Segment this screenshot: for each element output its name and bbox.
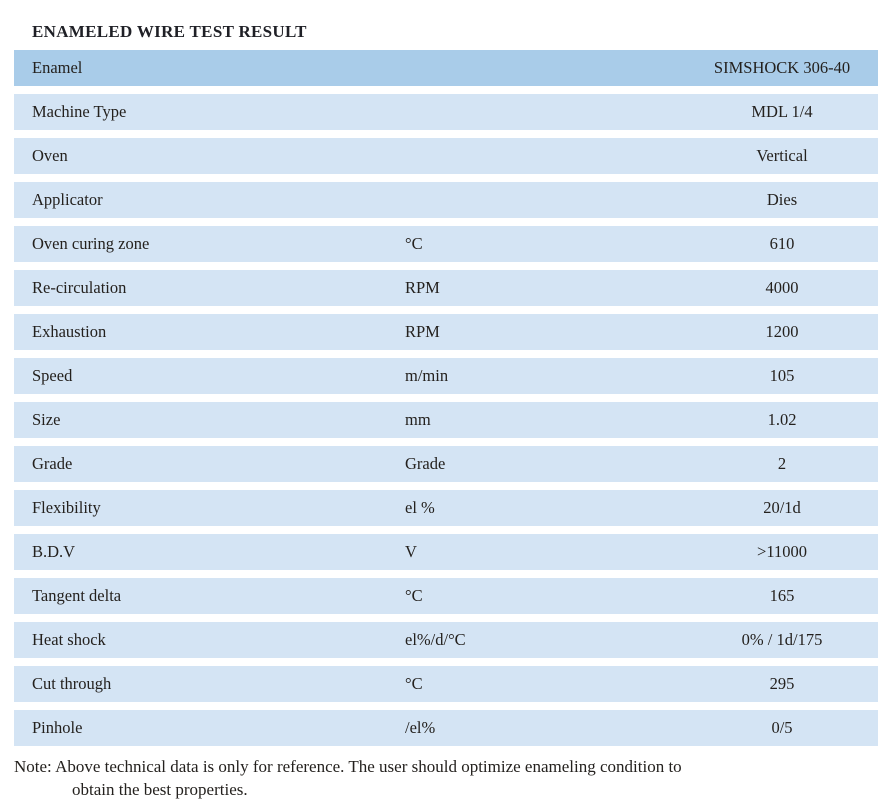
row-unit: RPM [405, 277, 440, 297]
page-title: ENAMELED WIRE TEST RESULT [32, 22, 307, 41]
row-value: 1200 [765, 321, 799, 341]
row-value: MDL 1/4 [751, 101, 813, 121]
table-row: Grade Grade 2 [14, 446, 878, 482]
note-line-1: Note: Above technical data is only for r… [14, 757, 682, 776]
row-value: 20/1d [763, 497, 801, 517]
table-row: Exhaustion RPM 1200 [14, 314, 878, 350]
table-row: Enamel SIMSHOCK 306-40 [14, 50, 878, 86]
row-unit: RPM [405, 321, 440, 341]
table-row: Machine Type MDL 1/4 [14, 94, 878, 130]
row-unit: el % [405, 497, 435, 517]
row-label: Exhaustion [32, 321, 107, 341]
row-unit: mm [405, 409, 431, 429]
row-label: Oven [32, 145, 68, 165]
test-result-table: Enamel SIMSHOCK 306-40 Machine Type MDL … [14, 50, 878, 746]
row-unit: °C [405, 233, 423, 253]
table-row: B.D.V V >11000 [14, 534, 878, 570]
table-row: Oven curing zone °C 610 [14, 226, 878, 262]
row-value: >11000 [757, 541, 807, 561]
row-label: Re-circulation [32, 277, 127, 297]
table-row: Tangent delta °C 165 [14, 578, 878, 614]
row-value: 4000 [765, 277, 799, 297]
row-label: Flexibility [32, 497, 101, 517]
table-row: Oven Vertical [14, 138, 878, 174]
row-label: Pinhole [32, 717, 83, 737]
row-label: Applicator [32, 189, 103, 209]
table-row: Applicator Dies [14, 182, 878, 218]
row-value: 165 [769, 585, 795, 605]
row-value: 295 [769, 673, 795, 693]
row-unit: V [405, 541, 417, 561]
row-value: SIMSHOCK 306-40 [713, 57, 851, 77]
row-label: B.D.V [32, 541, 76, 561]
row-value: Vertical [756, 145, 808, 165]
row-unit: m/min [405, 365, 449, 385]
row-label: Size [32, 409, 61, 429]
row-label: Grade [32, 453, 73, 473]
row-unit: /el% [405, 717, 436, 737]
note: Note: Above technical data is only for r… [14, 755, 878, 801]
table-row: Pinhole /el% 0/5 [14, 710, 878, 746]
table-row: Cut through °C 295 [14, 666, 878, 702]
row-unit: Grade [405, 453, 446, 473]
row-value: 2 [777, 453, 787, 473]
row-value: 105 [769, 365, 795, 385]
table-row: Flexibility el % 20/1d [14, 490, 878, 526]
row-label: Speed [32, 365, 73, 385]
row-value: 0/5 [771, 717, 793, 737]
table-row: Heat shock el%/d/°C 0% / 1d/175 [14, 622, 878, 658]
table-row: Re-circulation RPM 4000 [14, 270, 878, 306]
row-label: Cut through [32, 673, 112, 693]
table-row: Size mm 1.02 [14, 402, 878, 438]
row-value: 0% / 1d/175 [741, 629, 823, 649]
table-row: Speed m/min 105 [14, 358, 878, 394]
note-line-2: obtain the best properties. [72, 780, 248, 799]
row-value: 1.02 [767, 409, 797, 429]
row-unit: °C [405, 673, 423, 693]
row-label: Machine Type [32, 101, 127, 121]
row-unit: °C [405, 585, 423, 605]
row-label: Enamel [32, 57, 83, 77]
row-value: 610 [769, 233, 795, 253]
row-unit: el%/d/°C [405, 629, 466, 649]
row-value: Dies [766, 189, 798, 209]
row-label: Heat shock [32, 629, 106, 649]
row-label: Tangent delta [32, 585, 122, 605]
row-label: Oven curing zone [32, 233, 150, 253]
